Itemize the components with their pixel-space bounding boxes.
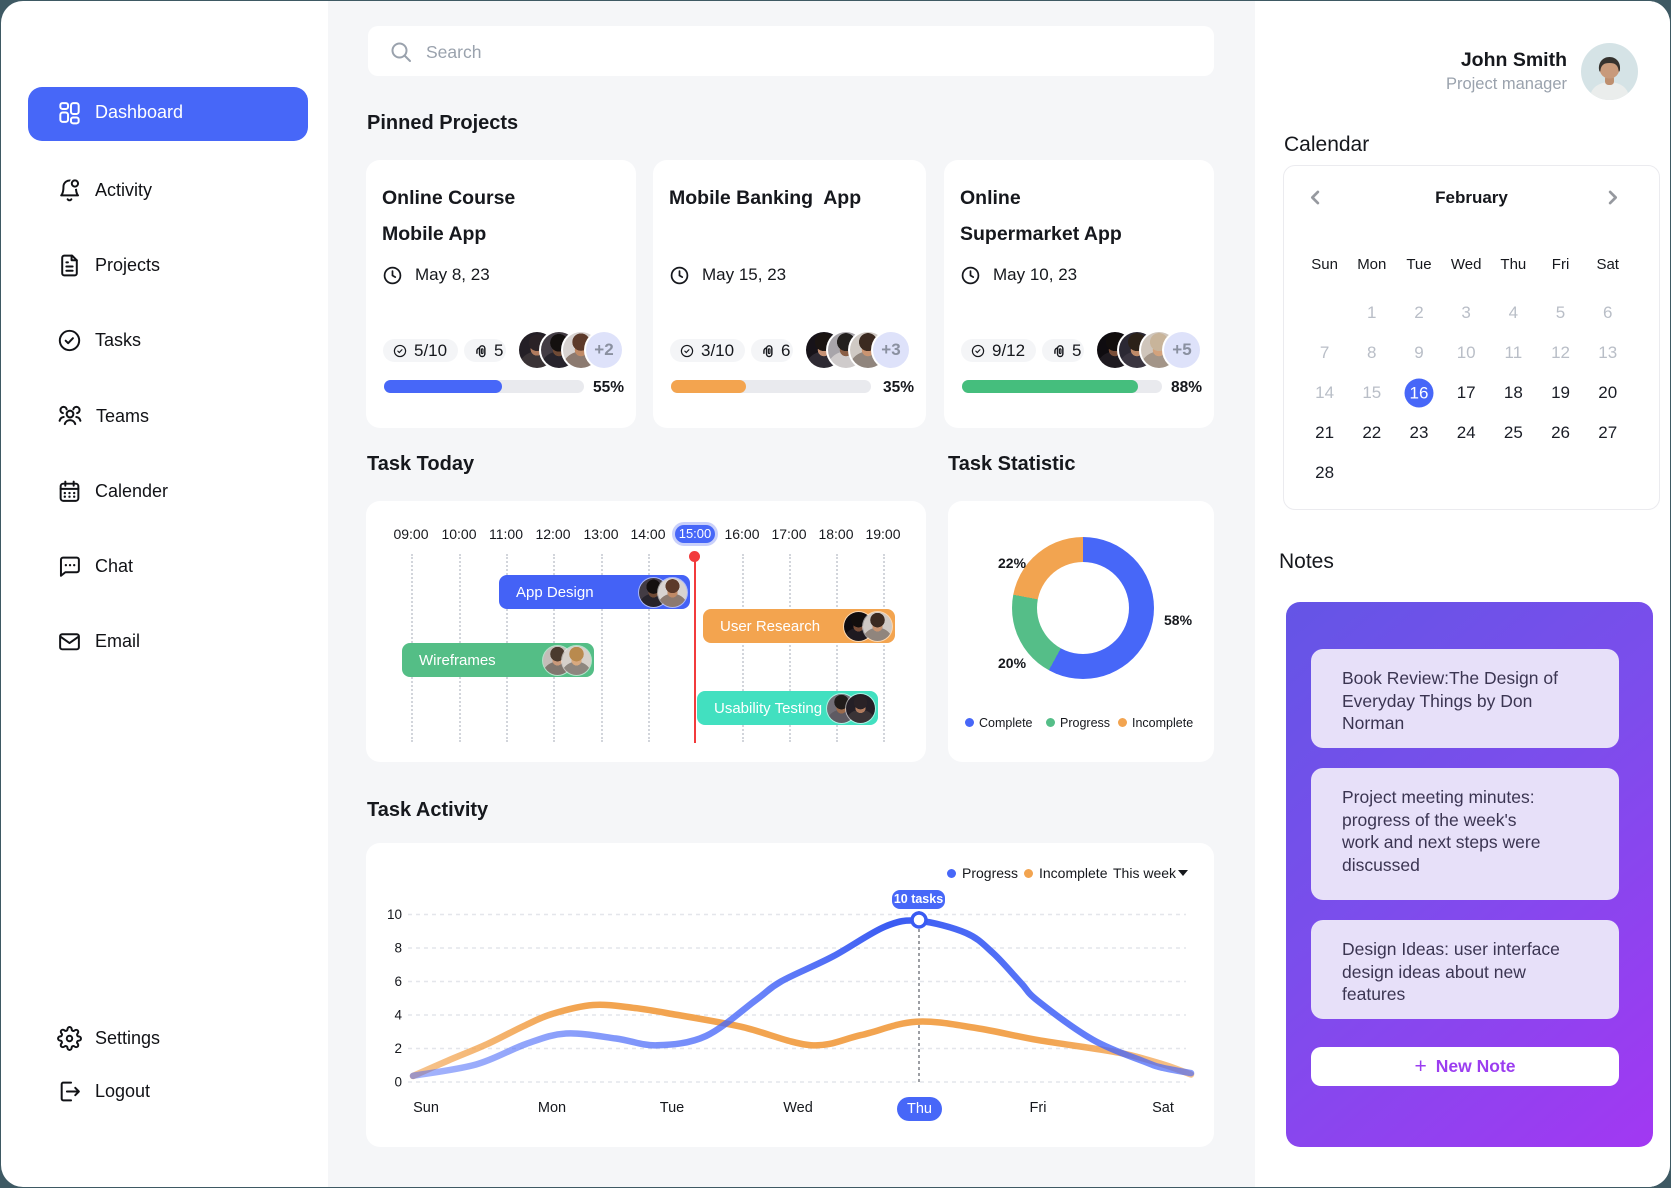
svg-text:Wed: Wed (783, 1100, 813, 1116)
svg-text:8: 8 (394, 941, 402, 956)
svg-text:Tue: Tue (660, 1100, 684, 1116)
svg-text:Fri: Fri (1030, 1100, 1047, 1116)
svg-text:2: 2 (394, 1041, 402, 1056)
svg-text:4: 4 (394, 1008, 402, 1023)
svg-text:0: 0 (394, 1075, 402, 1090)
svg-text:Mon: Mon (538, 1100, 566, 1116)
svg-text:Sat: Sat (1152, 1100, 1174, 1116)
svg-text:6: 6 (394, 974, 402, 989)
svg-text:10: 10 (387, 907, 402, 922)
svg-text:Sun: Sun (413, 1100, 439, 1116)
